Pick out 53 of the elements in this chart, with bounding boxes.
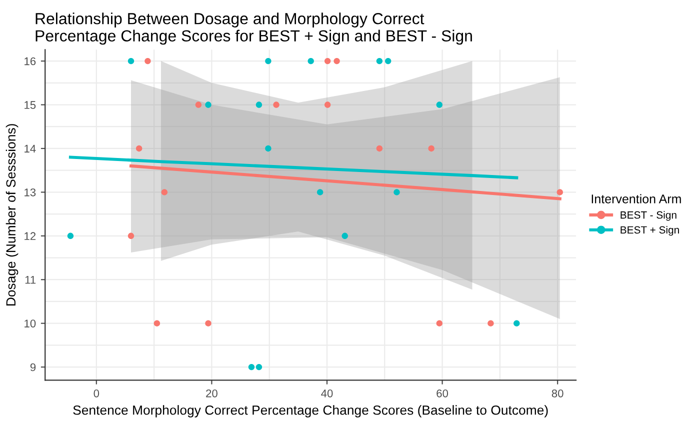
point: [376, 145, 383, 152]
x-tick-label: 60: [436, 389, 448, 398]
x-tick-label: 20: [206, 389, 218, 398]
point: [195, 102, 202, 108]
y-tick-label: 9: [30, 363, 36, 372]
point: [154, 320, 160, 326]
x-tick-label: 80: [552, 389, 564, 398]
point: [205, 320, 212, 326]
line-series: [68, 156, 518, 180]
x-axis-title: Sentence Morphology Correct Percentage Change Scores (Baseline to Outcome): [73, 405, 548, 418]
point: [265, 145, 272, 152]
point: [324, 102, 331, 108]
x-tick-label: 40: [321, 389, 333, 398]
legend-label: BEST - Sign: [620, 211, 676, 221]
point: [342, 232, 348, 240]
point: [316, 189, 324, 196]
point: [67, 232, 74, 240]
point: [556, 189, 563, 196]
point: [488, 320, 494, 326]
point: [161, 189, 168, 196]
point: [248, 364, 255, 370]
chart-title: Relationship Between Dosage and Morphology Correct Percentage Change Scores for BEST + Sign and BEST - Sign: [36, 12, 472, 45]
point: [376, 58, 383, 64]
point: [394, 189, 400, 196]
legend-title: Intervention Arm: [592, 194, 681, 204]
line-series: [129, 164, 562, 200]
legend-label: BEST + Sign: [620, 226, 679, 236]
point: [334, 58, 340, 64]
point: [514, 320, 520, 326]
y-tick-label: 16: [24, 57, 36, 66]
x-tick-label: 0: [94, 389, 100, 398]
point: [128, 58, 134, 64]
point: [324, 58, 331, 64]
point: [436, 102, 443, 108]
point: [273, 102, 280, 108]
point: [256, 102, 262, 108]
point: [136, 145, 142, 152]
y-tick-label: 12: [24, 232, 36, 240]
point: [144, 58, 151, 64]
point: [436, 320, 443, 326]
y-tick-label: 10: [24, 320, 36, 328]
y-tick-label: 11: [25, 276, 36, 284]
point: [256, 364, 262, 370]
y-axis-title: Dosage (Number of Sesssions): [6, 124, 18, 306]
y-tick-label: 15: [24, 101, 36, 109]
y-tick-label: 13: [24, 188, 36, 196]
point: [128, 232, 134, 240]
point: [428, 145, 434, 152]
point: [265, 58, 272, 64]
point: [308, 58, 314, 64]
point: [384, 58, 392, 64]
point: [205, 102, 212, 108]
y-tick-label: 14: [24, 144, 36, 152]
